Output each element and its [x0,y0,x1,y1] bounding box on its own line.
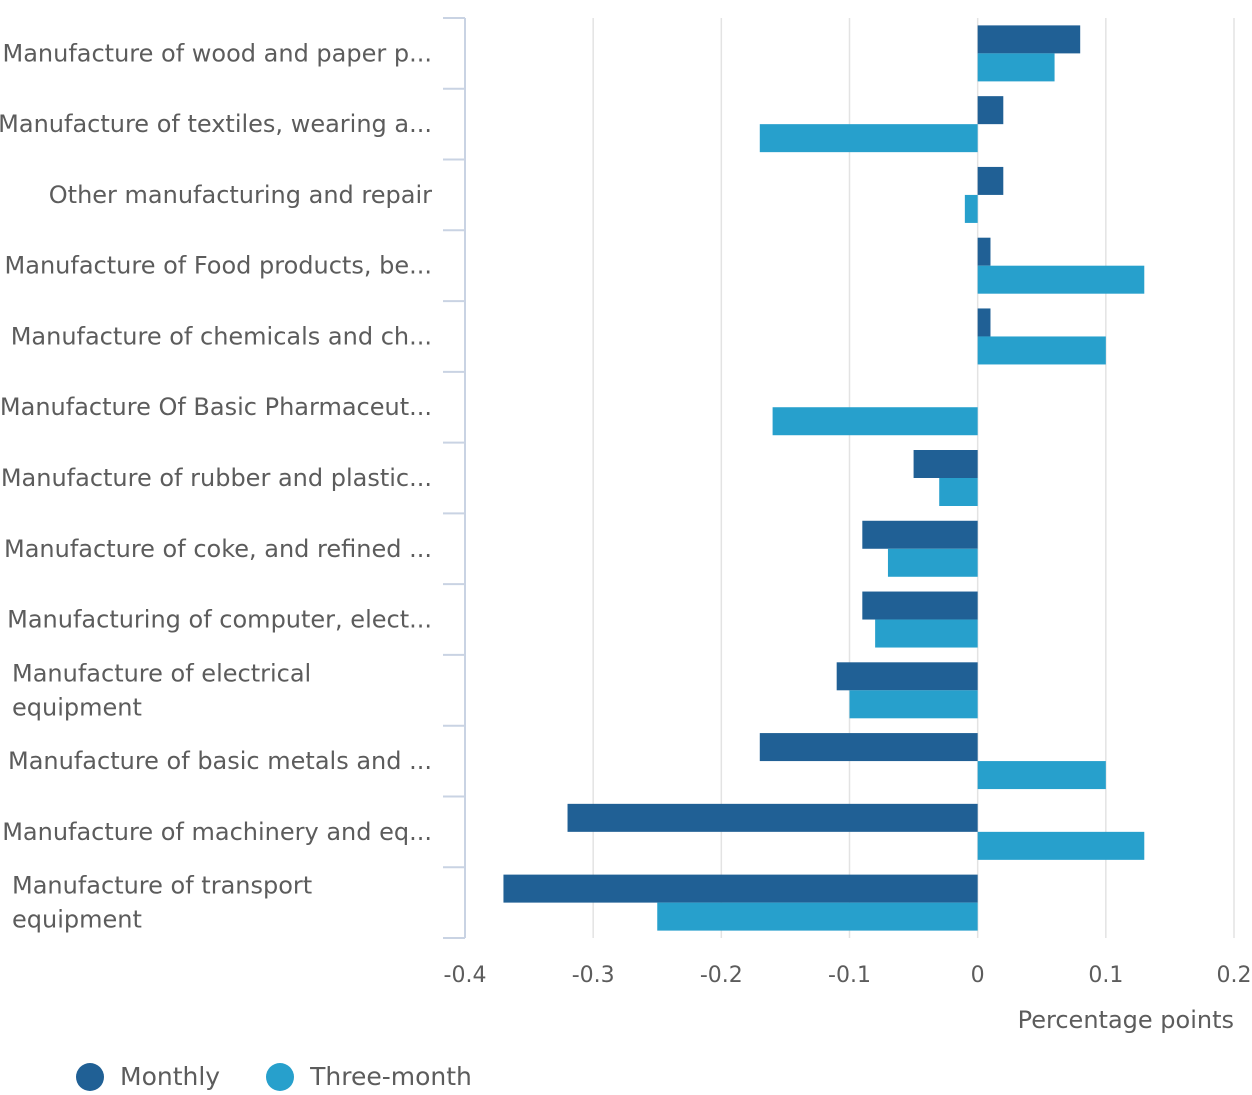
legend: Monthly Three-month [76,1062,518,1091]
category-label: Manufacture of Food products, be... [5,252,432,280]
category-label: Manufacture of electrical equipment [12,659,311,721]
legend-label-monthly: Monthly [120,1062,221,1091]
x-tick-label: 0.1 [1088,963,1123,988]
bar-three-month [977,265,1145,294]
y-axis [443,17,466,939]
legend-label-three-month: Three-month [310,1062,472,1091]
category-label: Manufacture of rubber and plastic... [1,464,432,492]
bar-three-month [964,194,978,223]
bar-three-month [977,336,1106,365]
bar-monthly [567,803,978,832]
x-tick-label: -0.4 [444,963,487,988]
bar-monthly [862,520,978,549]
x-tick-label: -0.2 [700,963,743,988]
category-label: Manufacturing of computer, elect... [7,606,432,634]
category-label: Manufacture of machinery and eq... [2,818,432,846]
x-axis-title: Percentage points [1018,1006,1234,1034]
x-tick-label: 0 [971,963,985,988]
bar-three-month [887,548,978,577]
x-tick-label: -0.3 [572,963,615,988]
category-label: Other manufacturing and repair [49,181,432,209]
category-label: Manufacture of textiles, wearing a... [0,110,432,138]
category-label: Manufacture of basic metals and ... [8,747,432,775]
bar-three-month [977,53,1055,82]
bar-monthly [977,308,991,337]
bar-monthly [503,874,978,903]
bar-three-month [772,407,978,436]
bar-monthly [862,591,978,620]
bar-three-month [875,619,978,648]
bar-three-month [977,831,1145,860]
bar-monthly [977,166,1004,195]
bar-chart: Manufacture of wood and paper p... Manufa… [0,17,1252,1034]
category-labels: Manufacture of wood and paper p... Manufa… [0,39,432,933]
legend-swatch-monthly [76,1062,104,1091]
bar-monthly [977,237,991,266]
category-label: Manufacture of transport equipment [12,872,312,934]
legend-item-monthly: Monthly [76,1062,220,1091]
bar-monthly [759,733,978,762]
bar-three-month [939,478,978,506]
bar-three-month [849,690,978,719]
bar-three-month [977,761,1106,790]
x-tick-label: 0.2 [1217,963,1252,988]
category-label: Manufacture of coke, and refined ... [4,535,432,563]
x-tick-labels: -0.4 -0.3 -0.2 -0.1 0 0.1 0.2 [444,963,1252,988]
bar-three-month [657,902,978,931]
bar-monthly [913,450,978,478]
bar-monthly [977,25,1081,54]
bar-monthly [977,96,1004,125]
legend-swatch-three-month [266,1062,295,1091]
x-tick-label: -0.1 [828,963,871,988]
category-label: Manufacture Of Basic Pharmaceut... [0,393,432,421]
bars [503,25,1145,931]
legend-item-three-month: Three-month [266,1062,472,1091]
category-label: Manufacture of wood and paper p... [2,39,432,67]
bar-three-month [759,124,978,153]
bar-monthly [836,662,978,691]
category-label: Manufacture of chemicals and ch... [11,322,432,350]
